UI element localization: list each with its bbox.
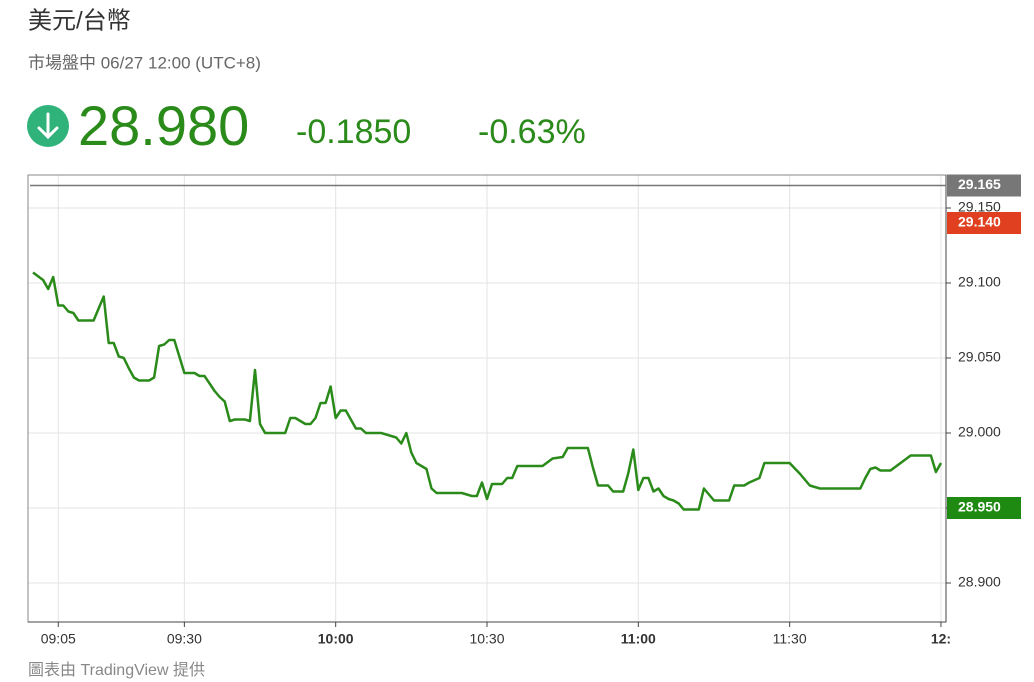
x-tick-label: 10:30 [469, 631, 504, 647]
price-label-box [947, 174, 1021, 197]
price: 28.980 [78, 94, 249, 157]
x-tick-label: 12: [931, 631, 951, 647]
y-tick-label: 28.900 [958, 574, 1001, 590]
price-label: 29.165 [958, 176, 1001, 192]
price-label: 29.140 [958, 214, 1001, 230]
x-tick-label: 11:30 [773, 631, 807, 647]
y-tick-label: 29.150 [958, 199, 1001, 215]
x-tick-label: 11:00 [621, 631, 656, 647]
change: -0.1850 [296, 113, 411, 151]
y-tick-label: 29.050 [958, 349, 1001, 365]
y-tick-label: 29.000 [958, 424, 1001, 440]
x-tick-label: 10:00 [318, 631, 354, 647]
down-arrow [37, 112, 59, 140]
y-tick-label: 29.100 [958, 274, 1001, 290]
price-label-box [947, 212, 1021, 234]
x-tick-label: 09:30 [167, 631, 202, 647]
price-label-box [947, 497, 1021, 519]
x-tick-label: 09:05 [41, 631, 76, 647]
price-label: 28.950 [958, 499, 1001, 515]
change-pct: -0.63% [478, 113, 586, 151]
price-line [32, 271, 943, 511]
footer: 圖表由 TradingView 提供 [28, 661, 205, 679]
pair-title: 美元/台幣 [28, 7, 131, 34]
market-status: 市場盤中 06/27 12:00 (UTC+8) [28, 53, 261, 72]
